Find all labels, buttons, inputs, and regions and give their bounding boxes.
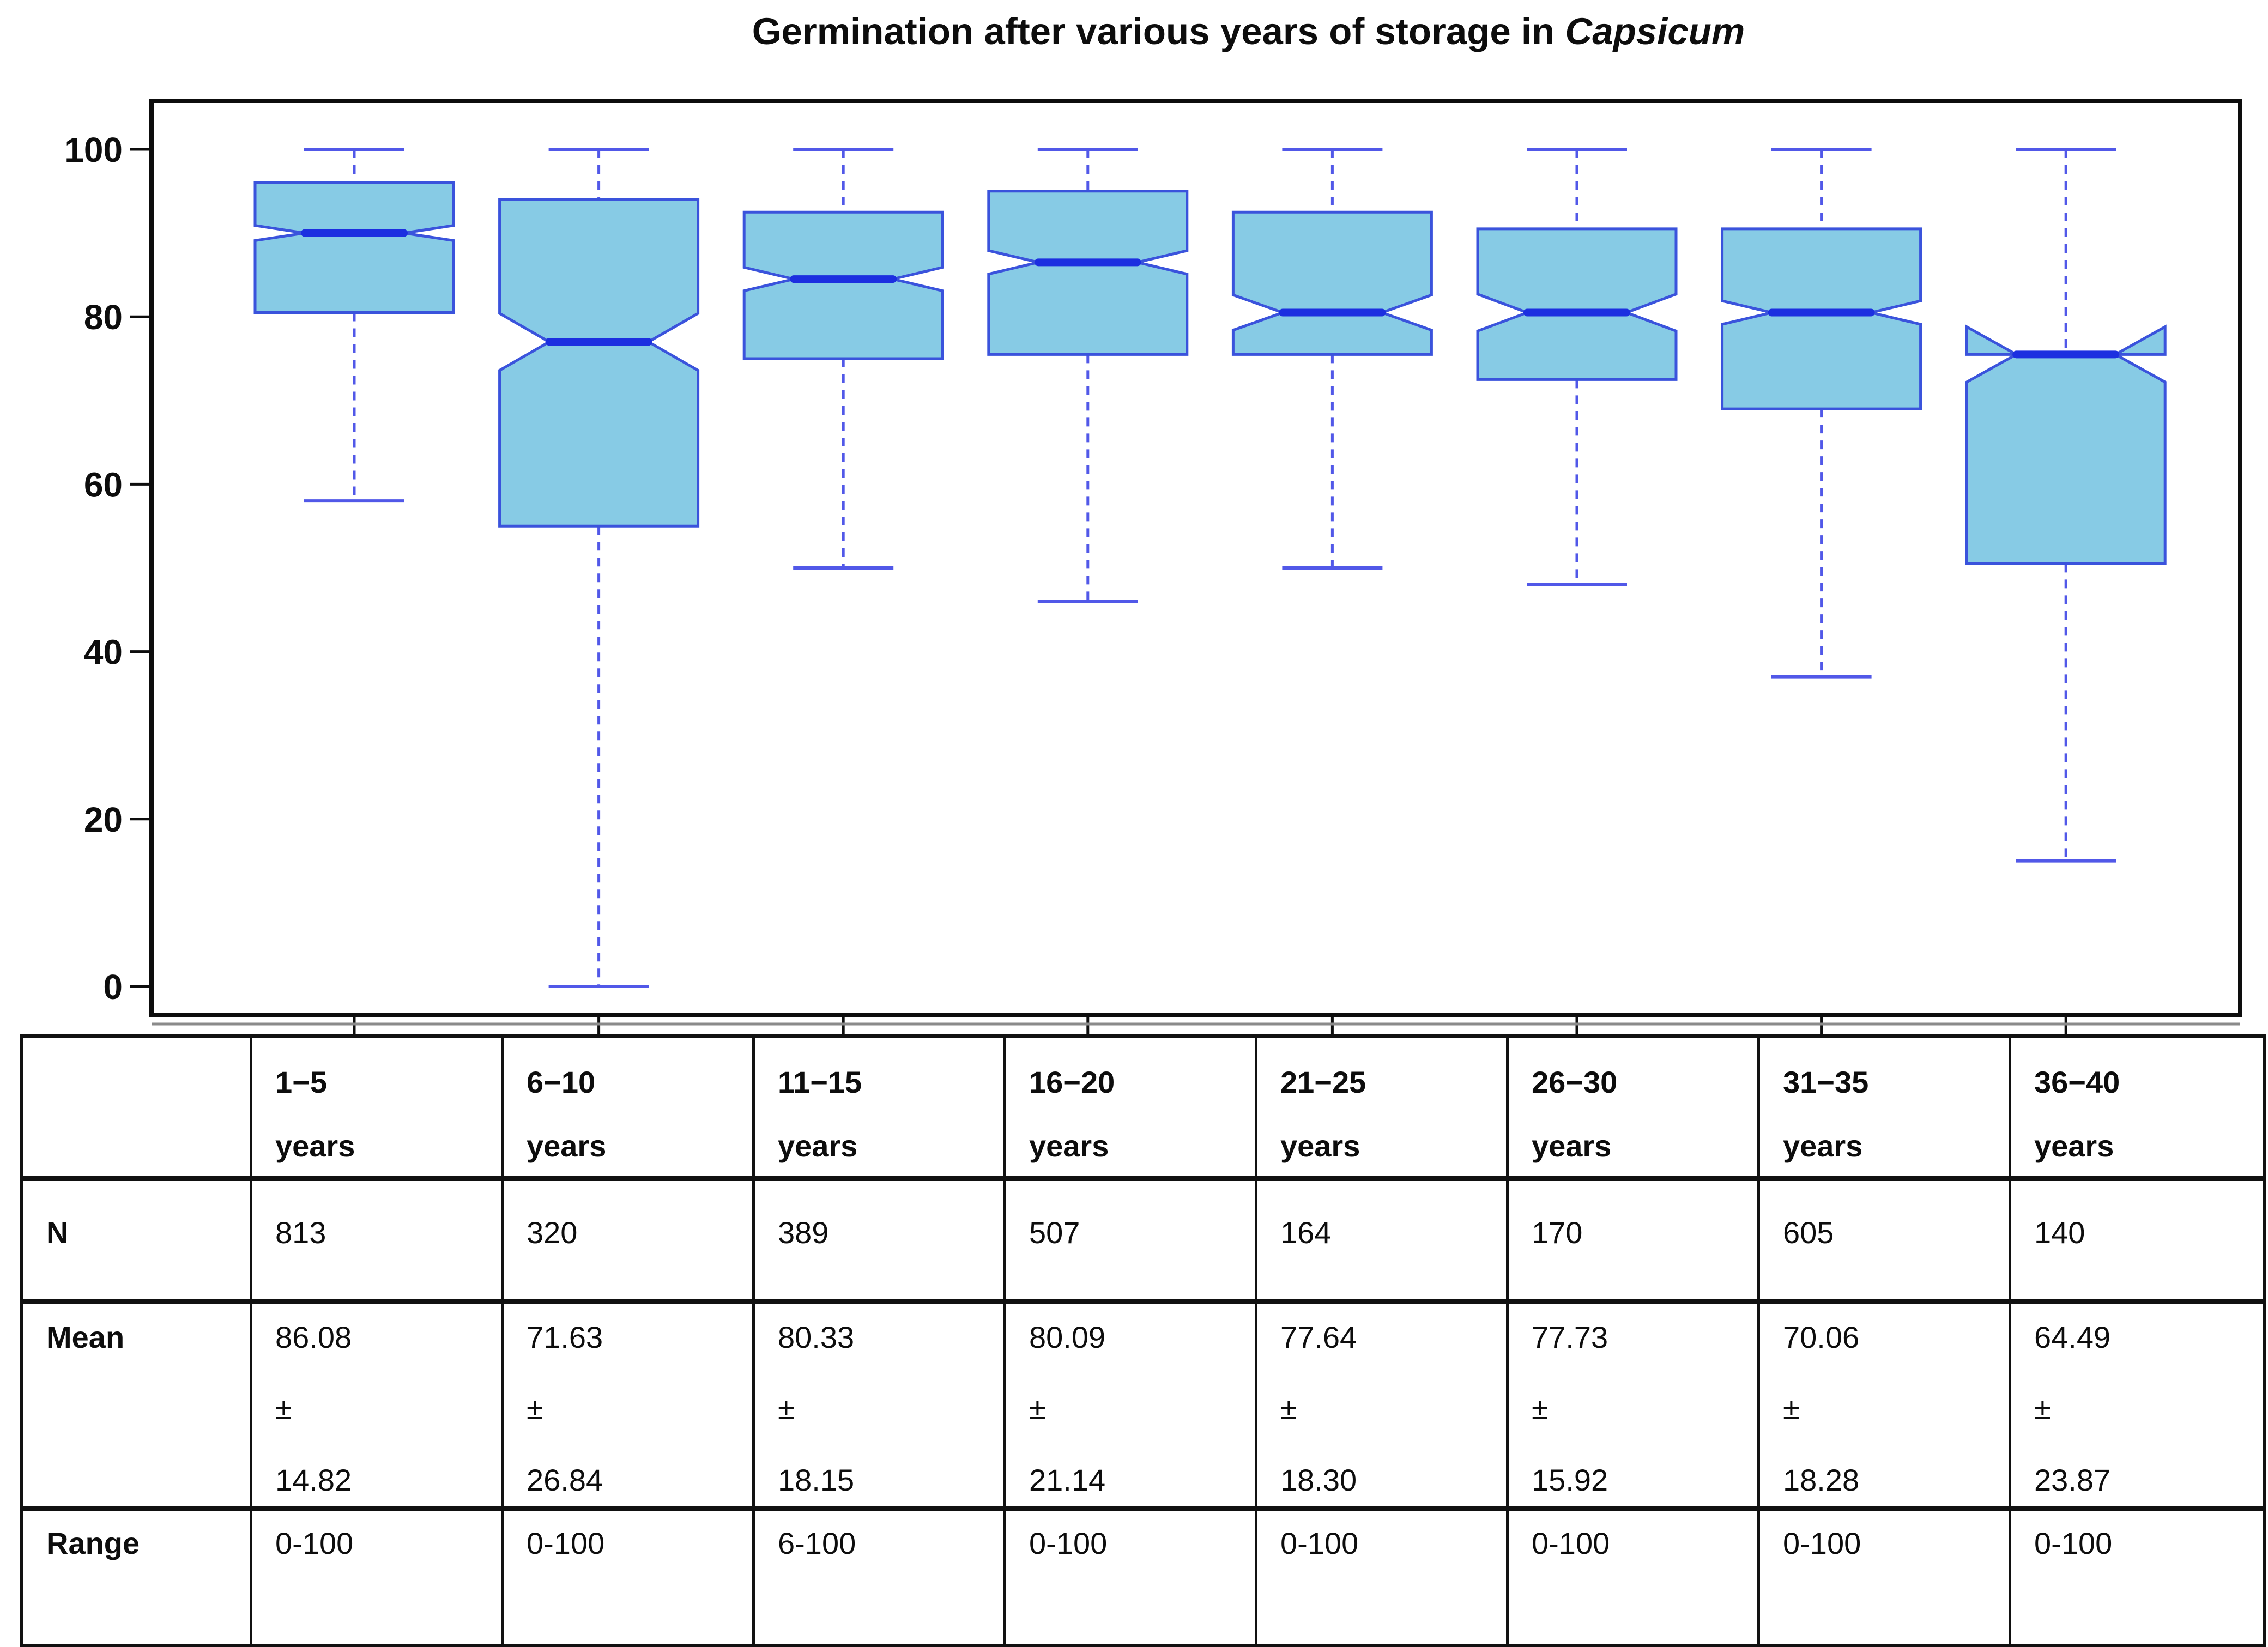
- notched-box: [742, 210, 944, 360]
- plot-frame: [149, 99, 2242, 1017]
- sd-number: 26.84: [527, 1463, 603, 1497]
- column-header-range: 6−10: [527, 1065, 596, 1099]
- column-header-range: 1−5: [275, 1065, 327, 1099]
- plus-minus-sign: ±: [778, 1391, 795, 1426]
- mean-value: 80.09 ±21.14: [1006, 1304, 1257, 1511]
- statistics-table: 1−5 years 6−10 years 11−15 years 16−20 years 21−…: [20, 1034, 2266, 1647]
- column-header: 6−10 years: [504, 1038, 755, 1181]
- n-value: 170: [1509, 1181, 1760, 1304]
- sd-number: 23.87: [2034, 1463, 2111, 1497]
- n-value: 140: [2011, 1181, 2263, 1304]
- n-value: 813: [252, 1181, 504, 1304]
- column-header-range: 21−25: [1280, 1065, 1366, 1099]
- notched-box: [1965, 324, 2167, 565]
- notched-box: [498, 198, 700, 528]
- range-value: 0-100: [2011, 1511, 2263, 1644]
- column-header-range: 11−15: [778, 1065, 862, 1099]
- column-header: 26−30 years: [1509, 1038, 1760, 1181]
- column-header: 11−15 years: [755, 1038, 1006, 1181]
- y-axis-tick-label: 40: [84, 633, 123, 672]
- n-value: 507: [1006, 1181, 1257, 1304]
- chart-title-species: Capsicum: [1565, 10, 1745, 52]
- row-label-n: N: [23, 1181, 252, 1304]
- mean-number: 77.73: [1532, 1320, 1608, 1354]
- notched-box: [1721, 227, 1922, 410]
- column-header-unit: years: [1280, 1129, 1360, 1163]
- row-label-mean: Mean: [23, 1304, 252, 1511]
- mean-value: 71.63 ±26.84: [504, 1304, 755, 1511]
- y-axis-tick-label: 0: [103, 967, 123, 1007]
- plus-minus-sign: ±: [527, 1391, 543, 1426]
- y-axis-tick-label: 80: [84, 298, 123, 337]
- n-value: 320: [504, 1181, 755, 1304]
- column-header: 16−20 years: [1006, 1038, 1257, 1181]
- sd-number: 18.15: [778, 1463, 855, 1497]
- column-header: 21−25 years: [1257, 1038, 1509, 1181]
- boxplot-chart: 0 20 40 60 80 100: [64, 99, 2242, 1036]
- mean-number: 77.64: [1280, 1320, 1357, 1354]
- range-value: 0-100: [252, 1511, 504, 1644]
- mean-number: 80.33: [778, 1320, 855, 1354]
- n-value: 164: [1257, 1181, 1509, 1304]
- range-value: 0-100: [1509, 1511, 1760, 1644]
- sd-number: 14.82: [275, 1463, 352, 1497]
- column-header-unit: years: [2034, 1129, 2114, 1163]
- column-header-unit: years: [1029, 1129, 1109, 1163]
- notched-box: [987, 190, 1189, 356]
- mean-value: 77.64 ±18.30: [1257, 1304, 1509, 1511]
- y-axis-tick-label: 100: [64, 130, 123, 169]
- mean-number: 71.63: [527, 1320, 603, 1354]
- column-header-unit: years: [1532, 1129, 1612, 1163]
- sd-number: 18.30: [1280, 1463, 1357, 1497]
- mean-value: 80.33 ±18.15: [755, 1304, 1006, 1511]
- y-axis-tick-label: 20: [84, 800, 123, 839]
- column-header-unit: years: [527, 1129, 607, 1163]
- notched-box: [253, 181, 455, 314]
- column-header-unit: years: [1783, 1129, 1863, 1163]
- plus-minus-sign: ±: [2034, 1391, 2051, 1426]
- notched-box: [1476, 227, 1678, 381]
- column-header-range: 16−20: [1029, 1065, 1115, 1099]
- range-value: 0-100: [504, 1511, 755, 1644]
- column-header: 31−35 years: [1760, 1038, 2011, 1181]
- plus-minus-sign: ±: [1029, 1391, 1046, 1426]
- n-value: 389: [755, 1181, 1006, 1304]
- mean-number: 80.09: [1029, 1320, 1106, 1354]
- column-header-unit: years: [275, 1129, 355, 1163]
- plus-minus-sign: ±: [1280, 1391, 1297, 1426]
- mean-value: 86.08 ±14.82: [252, 1304, 504, 1511]
- notched-box: [1231, 210, 1433, 356]
- column-header-unit: years: [778, 1129, 858, 1163]
- range-value: 0-100: [1257, 1511, 1509, 1644]
- y-axis-tick-label: 60: [84, 465, 123, 504]
- mean-number: 64.49: [2034, 1320, 2111, 1354]
- plus-minus-sign: ±: [1532, 1391, 1549, 1426]
- plus-minus-sign: ±: [275, 1391, 292, 1426]
- column-header: 1−5 years: [252, 1038, 504, 1181]
- sd-number: 18.28: [1783, 1463, 1860, 1497]
- mean-value: 70.06 ±18.28: [1760, 1304, 2011, 1511]
- mean-number: 70.06: [1783, 1320, 1860, 1354]
- column-header-range: 36−40: [2034, 1065, 2120, 1099]
- mean-value: 77.73 ±15.92: [1509, 1304, 1760, 1511]
- range-value: 6-100: [755, 1511, 1006, 1644]
- mean-value: 64.49 ±23.87: [2011, 1304, 2263, 1511]
- n-value: 605: [1760, 1181, 2011, 1304]
- sd-number: 21.14: [1029, 1463, 1106, 1497]
- range-value: 0-100: [1006, 1511, 1257, 1644]
- column-header-range: 26−30: [1532, 1065, 1618, 1099]
- sd-number: 15.92: [1532, 1463, 1608, 1497]
- chart-title: Germination after various years of stora…: [229, 10, 2268, 53]
- table-corner-cell: [23, 1038, 252, 1181]
- row-label-range: Range: [23, 1511, 252, 1644]
- plus-minus-sign: ±: [1783, 1391, 1800, 1426]
- column-header: 36−40 years: [2011, 1038, 2263, 1181]
- mean-number: 86.08: [275, 1320, 352, 1354]
- column-header-range: 31−35: [1783, 1065, 1869, 1099]
- chart-title-text: Germination after various years of stora…: [752, 10, 1555, 52]
- range-value: 0-100: [1760, 1511, 2011, 1644]
